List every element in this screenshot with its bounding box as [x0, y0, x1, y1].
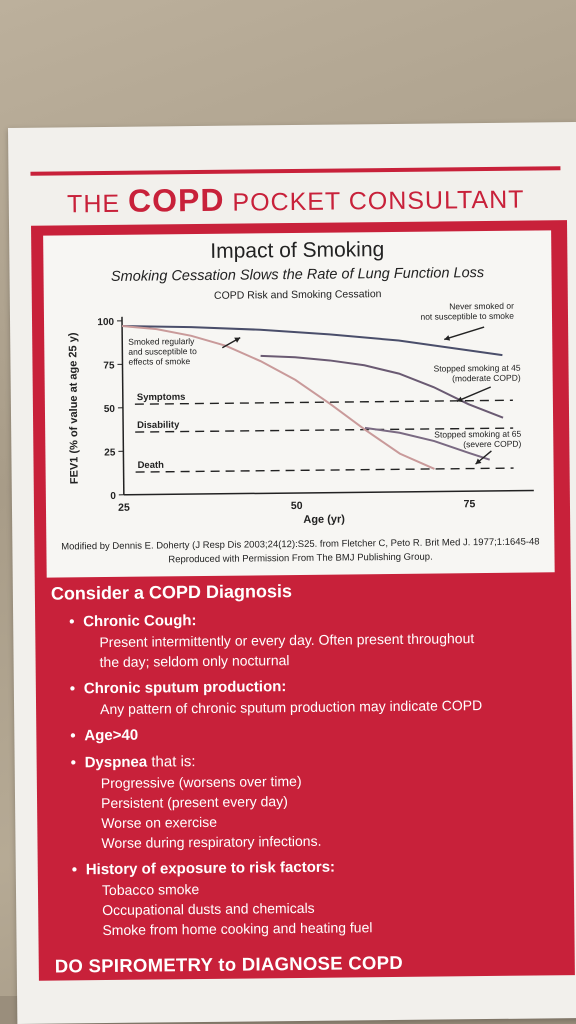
x-tick-label: 50 [291, 500, 303, 512]
series-annotation: (severe COPD) [463, 439, 521, 450]
bullet-icon: • [69, 613, 75, 631]
diagnosis-item: • History of exposure to risk factors: Tob… [72, 854, 568, 940]
diagnosis-item: • Dyspnea that is: Progressive (worsens ov… [71, 747, 567, 853]
series-annotation: Stopped smoking at 45 [434, 363, 521, 374]
x-axis-label: Age (yr) [303, 513, 345, 525]
diagnosis-list: • Chronic Cough: Present intermittently or… [69, 606, 567, 940]
x-tick-label: 25 [118, 502, 130, 514]
series-annotation: Smoked regularly [128, 336, 195, 347]
chart-box: Impact of Smoking Smoking Cessation Slow… [43, 230, 555, 578]
y-tick-label: 75 [103, 360, 115, 371]
y-tick-label: 0 [110, 491, 116, 502]
arrow-head-icon [456, 396, 463, 402]
threshold-label: Disability [137, 420, 180, 431]
diagnosis-item-label: Dyspnea [84, 753, 148, 772]
title-brand: COPD [127, 181, 225, 219]
bullet-icon: • [71, 861, 78, 879]
y-tick-label: 25 [104, 447, 116, 458]
series-annotation: (moderate COPD) [452, 373, 521, 384]
threshold-line [134, 399, 513, 405]
series-annotation: not susceptible to smoke [420, 311, 514, 322]
red-panel: Impact of Smoking Smoking Cessation Slow… [31, 220, 575, 981]
x-tick-label: 75 [464, 498, 476, 510]
diagnosis-item-detail: Smoke from home cooking and heating fuel [102, 919, 373, 939]
diagnosis-item-label: Chronic Cough: [83, 612, 197, 631]
series-annotation: and susceptible to [128, 346, 197, 357]
spirometry-footer: DO SPIROMETRY to DIAGNOSE COPD [54, 951, 404, 977]
series-line [364, 426, 491, 461]
diagnosis-item-label-rest: that is: [147, 753, 196, 771]
series-line [121, 325, 435, 470]
diagnosis-item-label: Chronic sputum production: [83, 678, 287, 698]
bullet-icon: • [70, 727, 76, 745]
series-line [122, 325, 503, 357]
card-header: THE COPD POCKET CONSULTANT [31, 178, 561, 221]
y-axis [121, 316, 125, 495]
arrow-head-icon [444, 335, 451, 341]
threshold-line [135, 427, 514, 433]
threshold-label: Symptoms [137, 392, 186, 404]
diagnosis-title: Consider a COPD Diagnosis [50, 581, 293, 604]
title-suffix: POCKET CONSULTANT [232, 185, 525, 217]
diagnosis-item: • Chronic Cough: Present intermittently or… [69, 606, 565, 672]
series-annotation: effects of smoke [128, 356, 190, 367]
arrow-line [456, 386, 492, 402]
y-tick-label: 100 [97, 317, 114, 328]
threshold-label: Death [137, 460, 164, 471]
pocket-card: THE COPD POCKET CONSULTANT Impact of Smo… [8, 122, 576, 1024]
threshold-line [135, 467, 514, 473]
bullet-icon: • [69, 680, 76, 698]
title-prefix: THE [66, 189, 121, 219]
header-rule [30, 166, 561, 176]
series-annotation: Stopped smoking at 65 [434, 429, 521, 440]
arrow-line [444, 326, 485, 341]
bullet-icon: • [70, 754, 77, 772]
diagnosis-item-label: History of exposure to risk factors: [85, 858, 336, 879]
y-axis-label: FEV1 (% of value at age 25 y) [67, 332, 81, 484]
arrow-head-icon [234, 337, 241, 343]
diagnosis-item: • Chronic sputum production: Any pattern o… [70, 673, 565, 719]
series-annotation: Never smoked or [449, 301, 514, 312]
arrow-head-icon [475, 458, 482, 465]
y-tick-label: 50 [104, 404, 116, 415]
x-axis [123, 489, 534, 496]
diagnosis-item-label: Age>40 [84, 726, 139, 745]
